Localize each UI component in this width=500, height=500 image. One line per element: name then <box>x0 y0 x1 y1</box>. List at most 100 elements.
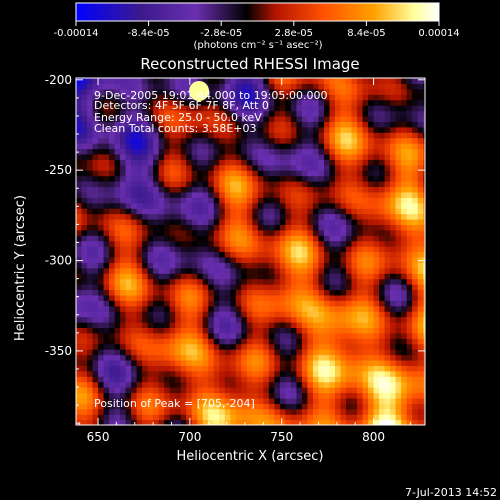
heatmap-cell <box>246 164 253 171</box>
heatmap-cell <box>98 208 105 215</box>
heatmap-cell <box>340 202 347 209</box>
heatmap-cell <box>87 88 94 95</box>
heatmap-cell <box>384 137 391 144</box>
heatmap-cell <box>307 387 314 394</box>
heatmap-cell <box>384 202 391 209</box>
heatmap-cell <box>241 229 248 236</box>
heatmap-cell <box>263 365 270 372</box>
heatmap-cell <box>257 126 264 133</box>
heatmap-cell <box>131 408 138 415</box>
heatmap-cell <box>379 321 386 329</box>
heatmap-cell <box>87 284 94 291</box>
heatmap-cell <box>268 343 275 350</box>
heatmap-cell <box>131 78 138 85</box>
heatmap-cell <box>120 105 127 112</box>
heatmap-cell <box>120 332 127 339</box>
heatmap-cell <box>235 294 242 301</box>
heatmap-cell <box>109 273 116 280</box>
heatmap-cell <box>81 321 88 329</box>
heatmap-cell <box>318 397 325 404</box>
heatmap-cell <box>318 392 325 399</box>
heatmap-cell <box>109 300 116 307</box>
heatmap-cell <box>175 397 182 404</box>
heatmap-cell <box>224 126 231 133</box>
heatmap-cell <box>158 240 165 247</box>
heatmap-cell <box>180 105 187 112</box>
heatmap-cell <box>109 370 116 377</box>
heatmap-cell <box>191 105 198 112</box>
heatmap-cell <box>318 419 325 425</box>
heatmap-cell <box>219 414 226 421</box>
heatmap-cell <box>153 148 160 155</box>
heatmap-cell <box>125 78 132 85</box>
heatmap-cell <box>81 181 88 188</box>
heatmap-cell <box>208 414 215 421</box>
heatmap-cell <box>268 376 275 383</box>
heatmap-cell <box>125 403 132 410</box>
heatmap-cell <box>390 175 397 182</box>
heatmap-cell <box>323 121 331 128</box>
heatmap-cell <box>406 137 413 144</box>
heatmap-cell <box>263 159 270 166</box>
heatmap-cell <box>120 148 127 155</box>
heatmap-cell <box>417 403 424 410</box>
heatmap-cell <box>346 305 353 312</box>
heatmap-cell <box>296 137 303 144</box>
heatmap-cell <box>230 218 237 225</box>
heatmap-cell <box>412 137 419 144</box>
heatmap-cell <box>390 159 397 166</box>
heatmap-cell <box>384 365 391 372</box>
heatmap-cell <box>131 327 138 334</box>
heatmap-cell <box>379 105 386 112</box>
heatmap-cell <box>334 321 342 329</box>
heatmap-cell <box>153 213 160 220</box>
heatmap-cell <box>202 78 209 85</box>
heatmap-cell <box>406 191 413 198</box>
heatmap-cell <box>175 392 182 399</box>
heatmap-cell <box>147 256 154 263</box>
heatmap-cell <box>340 376 347 383</box>
heatmap-cell <box>368 403 375 410</box>
heatmap-cell <box>169 267 176 274</box>
heatmap-cell <box>340 148 347 155</box>
heatmap-cell <box>334 267 342 274</box>
heatmap-cell <box>109 224 116 231</box>
heatmap-cell <box>279 213 286 220</box>
heatmap-cell <box>417 316 424 323</box>
heatmap-cell <box>175 370 182 377</box>
heatmap-cell <box>307 284 314 291</box>
heatmap-cell <box>241 376 248 383</box>
heatmap-cell <box>373 403 380 410</box>
heatmap-cell <box>202 218 209 225</box>
heatmap-cell <box>230 365 237 372</box>
heatmap-cell <box>241 246 248 253</box>
heatmap-cell <box>423 153 425 160</box>
heatmap-cell <box>169 159 176 166</box>
heatmap-cell <box>340 256 347 263</box>
heatmap-cell <box>285 175 292 182</box>
heatmap-cell <box>274 170 281 177</box>
heatmap-cell <box>186 235 193 242</box>
heatmap-cell <box>423 191 425 198</box>
heatmap-cell <box>92 284 99 291</box>
heatmap-cell <box>164 256 171 263</box>
heatmap-cell <box>279 294 286 301</box>
heatmap-cell <box>406 153 413 160</box>
heatmap-cell <box>131 251 138 258</box>
heatmap-cell <box>406 121 413 128</box>
heatmap-cell <box>340 332 347 339</box>
heatmap-cell <box>92 126 99 133</box>
heatmap-cell <box>257 321 264 329</box>
heatmap-cell <box>301 88 309 95</box>
heatmap-cell <box>197 126 204 133</box>
heatmap-cell <box>301 218 309 225</box>
heatmap-cell <box>180 311 187 318</box>
heatmap-cell <box>246 121 253 128</box>
heatmap-cell <box>268 148 275 155</box>
heatmap-cell <box>241 83 248 90</box>
heatmap-cell <box>246 191 253 198</box>
heatmap-cell <box>164 327 171 334</box>
heatmap-cell <box>417 88 424 95</box>
heatmap-cell <box>390 191 397 198</box>
heatmap-cell <box>417 229 424 236</box>
